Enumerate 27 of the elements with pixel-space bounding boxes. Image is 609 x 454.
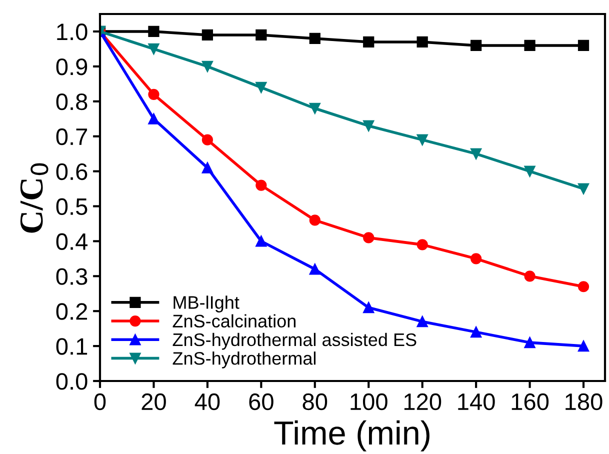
x-tick-label: 160 [512,393,549,410]
x-tick-label: 20 [142,393,166,410]
legend-label: ZnS-hydrothermal [172,352,316,368]
x-tick-label: 80 [302,393,328,410]
y-tick-label: 0.4 [56,233,88,250]
y-tick-label: 0.5 [56,198,88,216]
y-tick-label: 0.1 [56,338,88,355]
y-tick-label: 0.6 [56,163,88,180]
x-tick-label: 180 [566,393,602,410]
y-tick-label: 1.0 [57,24,88,40]
y-tick-label: 0.3 [56,268,88,285]
legend-label: MB-lIght [174,296,240,312]
y-axis-title: C/C$_{0}$ [20,163,48,233]
x-tick-label: 100 [350,393,388,410]
x-tick-label: 60 [249,393,274,410]
legend-label: ZnS-hydrothermal assisted ES [172,332,416,350]
x-tick-label: 40 [194,393,220,410]
y-tick-label: 0.9 [56,58,88,76]
x-axis-title: Time (min) [274,420,430,452]
y-tick-label: 0.2 [56,303,88,320]
y-tick-label: 0.7 [56,128,88,146]
y-tick-label: 0.0 [56,373,88,390]
legend-label: ZnS-calcination [172,314,296,328]
x-tick-label: 120 [404,393,442,410]
y-tick-label: 0.8 [56,93,88,110]
x-tick-label: 0 [94,393,106,410]
x-tick-label: 140 [458,393,495,410]
